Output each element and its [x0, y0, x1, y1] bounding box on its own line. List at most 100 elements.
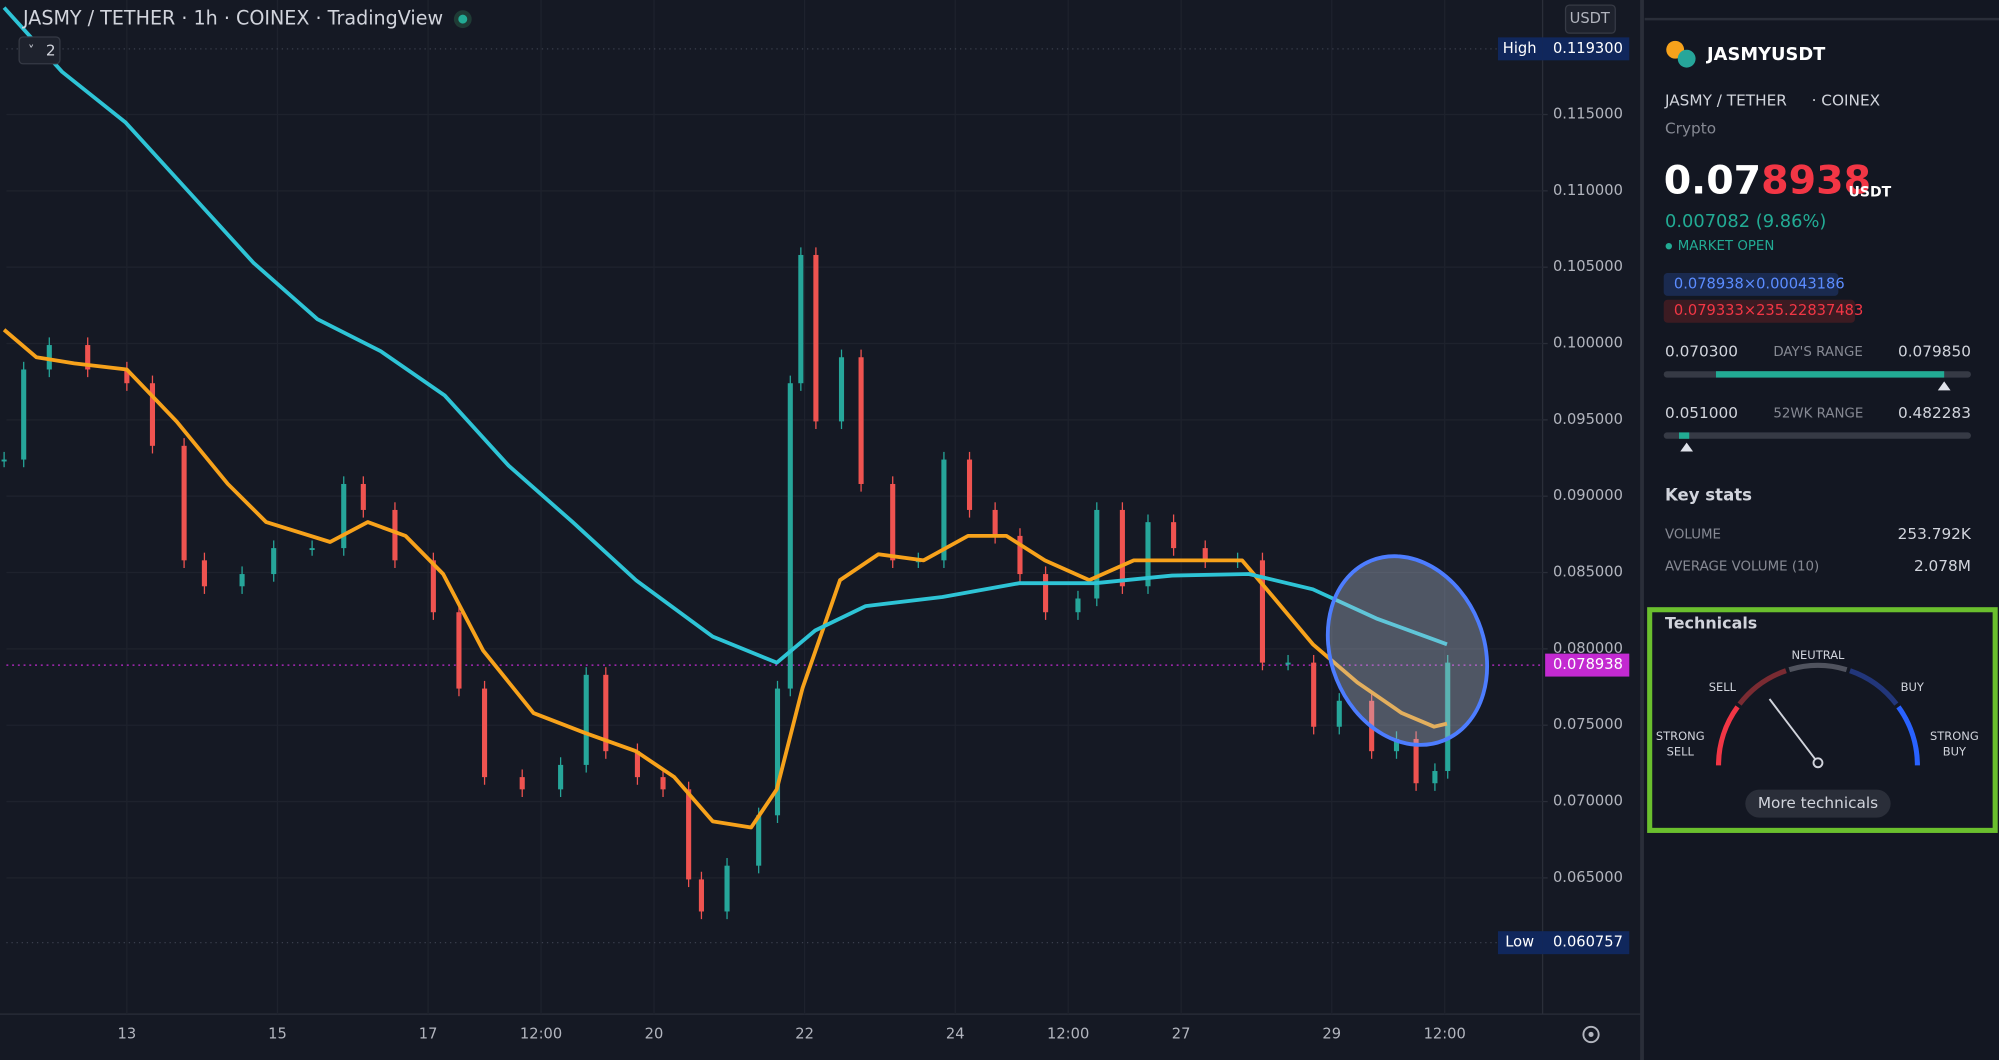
- label-line: BUY: [1943, 744, 1967, 758]
- y-tick-label: 0.105000: [1553, 258, 1623, 275]
- candle: [1202, 548, 1208, 561]
- candle: [603, 674, 609, 752]
- x-tick-label: 12:00: [1047, 1025, 1089, 1042]
- high-value-box: [1542, 37, 1630, 61]
- gauge-sell: SELL: [1709, 680, 1737, 694]
- candle: [724, 865, 730, 912]
- low-label-box: [1497, 931, 1543, 955]
- candle: [1, 459, 7, 462]
- symbol: JASMYUSDT: [1706, 44, 1826, 65]
- gauge-buy: BUY: [1901, 680, 1925, 694]
- technicals-title: Technicals: [1665, 613, 1757, 632]
- candle: [1311, 662, 1317, 727]
- price-main: 0.07: [1664, 157, 1761, 203]
- key-stats: Key stats: [1665, 486, 1752, 505]
- candle: [1043, 574, 1049, 613]
- x-tick-label: 12:00: [520, 1025, 562, 1042]
- day-low: 0.070300: [1665, 343, 1738, 361]
- candle: [966, 459, 973, 510]
- label-line: SELL: [1667, 744, 1695, 758]
- exchange: · COINEX: [1812, 91, 1881, 109]
- gauge: [1715, 662, 1920, 766]
- candle: [1445, 662, 1451, 772]
- change: 0.007082 (9.86%): [1665, 211, 1826, 232]
- category: Crypto: [1665, 119, 1716, 137]
- low-value: 0.060757: [1553, 934, 1623, 951]
- currency-box[interactable]: [1564, 4, 1616, 34]
- moving-average-line: [2, 328, 1448, 830]
- label-line: STRONG: [1930, 729, 1979, 743]
- candle: [85, 345, 91, 370]
- x-tick-label: 24: [946, 1025, 965, 1042]
- candle: [181, 445, 187, 561]
- chart-bg: [0, 0, 1641, 1060]
- price-tail: 8938: [1761, 157, 1871, 203]
- candle: [1432, 771, 1438, 784]
- candle: [798, 254, 804, 384]
- candle: [660, 777, 666, 790]
- gauge-strong-sell: STRONG SELL: [1656, 729, 1705, 758]
- candle: [774, 688, 781, 816]
- x-tick-label: 12:00: [1424, 1025, 1466, 1042]
- x-tick-label: 15: [268, 1025, 287, 1042]
- candle: [558, 764, 564, 790]
- candle: [992, 509, 998, 536]
- bid-box: [1663, 272, 1839, 296]
- candle: [1336, 700, 1342, 727]
- wk-low: 0.051000: [1665, 404, 1738, 422]
- candle: [1393, 738, 1400, 752]
- needle-hub: [1812, 757, 1824, 769]
- label-line: STRONG: [1656, 729, 1705, 743]
- wk-high: 0.482283: [1898, 404, 1971, 422]
- candle: [1171, 522, 1177, 549]
- y-tick-label: 0.070000: [1553, 793, 1623, 810]
- y-tick-label: 0.065000: [1553, 869, 1623, 886]
- y-tick-label: 0.085000: [1553, 564, 1623, 581]
- gauge-neutral: NEUTRAL: [1791, 648, 1845, 662]
- candle: [1075, 598, 1081, 613]
- candle: [1017, 535, 1023, 575]
- day-range-label: DAY'S RANGE: [1773, 345, 1862, 360]
- candle: [21, 369, 27, 460]
- candle: [1094, 509, 1100, 599]
- x-tick-label: 17: [419, 1025, 438, 1042]
- candle: [124, 369, 130, 384]
- indicator-badge[interactable]: [18, 36, 61, 65]
- y-tick-label: 0.095000: [1553, 411, 1623, 428]
- x-tick-label: 27: [1172, 1025, 1191, 1042]
- candle: [941, 459, 947, 561]
- candle: [1259, 560, 1266, 663]
- wk-range-label: 52WK RANGE: [1773, 406, 1863, 421]
- settings-icon[interactable]: [1582, 1025, 1600, 1044]
- moving-average-line: [2, 6, 1448, 665]
- bid: 0.078938×0.00043186: [1674, 275, 1845, 292]
- more-technicals-button[interactable]: [1745, 789, 1891, 818]
- candle: [787, 383, 793, 689]
- highlight-ellipse: [1325, 554, 1490, 747]
- ask: 0.079333×235.22837483: [1674, 302, 1863, 319]
- candle: [341, 483, 347, 549]
- candle: [271, 548, 277, 575]
- ask-box: [1663, 299, 1855, 323]
- candle: [392, 509, 398, 561]
- candle: [686, 789, 692, 880]
- candle: [1285, 662, 1291, 665]
- candle: [838, 357, 845, 422]
- candle: [519, 777, 525, 790]
- candle: [46, 345, 52, 370]
- candle: [1413, 738, 1419, 784]
- grid: [6, 0, 1543, 1015]
- more-technicals-label: More technicals: [1758, 794, 1878, 812]
- candle: [890, 483, 896, 561]
- indicator-count: 2: [46, 42, 56, 60]
- high-label: High: [1503, 40, 1537, 57]
- wk-range-track: [1663, 432, 1971, 439]
- candle: [309, 548, 315, 551]
- x-tick-label: 20: [645, 1025, 664, 1042]
- candle: [583, 674, 589, 765]
- candle: [430, 560, 436, 613]
- candle: [813, 254, 819, 422]
- price-unit: USDT: [1849, 185, 1892, 201]
- day-range-marker: [1937, 381, 1951, 391]
